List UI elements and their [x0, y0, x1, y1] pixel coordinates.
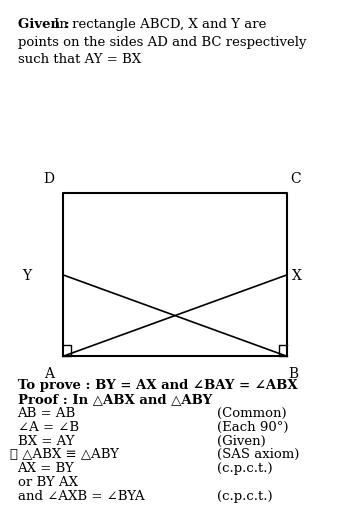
- Text: AX = BY: AX = BY: [18, 462, 74, 475]
- Text: C: C: [290, 172, 300, 186]
- Text: ∠A = ∠B: ∠A = ∠B: [18, 421, 79, 434]
- Text: (c.p.c.t.): (c.p.c.t.): [217, 490, 273, 503]
- Text: To prove : BY = AX and ∠BAY = ∠ABX: To prove : BY = AX and ∠BAY = ∠ABX: [18, 379, 297, 392]
- Text: (Given): (Given): [217, 435, 266, 448]
- Text: (c.p.c.t.): (c.p.c.t.): [217, 462, 273, 475]
- Text: Given :: Given :: [18, 18, 74, 31]
- Text: B: B: [289, 367, 299, 382]
- Text: (SAS axiom): (SAS axiom): [217, 448, 299, 462]
- Text: BX = AY: BX = AY: [18, 435, 74, 448]
- Text: D: D: [43, 172, 54, 186]
- Text: (Each 90°): (Each 90°): [217, 421, 288, 434]
- Text: A: A: [44, 367, 54, 382]
- Text: AB = AB: AB = AB: [18, 407, 76, 420]
- Text: or BY AX: or BY AX: [18, 476, 77, 489]
- Text: X: X: [292, 269, 302, 283]
- Text: ∴ △ABX ≡ △ABY: ∴ △ABX ≡ △ABY: [10, 448, 119, 462]
- Text: and ∠AXB = ∠BYA: and ∠AXB = ∠BYA: [18, 490, 144, 503]
- Text: In rectangle ABCD, X and Y are: In rectangle ABCD, X and Y are: [54, 18, 267, 31]
- Text: points on the sides AD and BC respectively: points on the sides AD and BC respective…: [18, 36, 306, 49]
- Text: such that AY = BX: such that AY = BX: [18, 53, 141, 67]
- Text: Proof : In △ABX and △ABY: Proof : In △ABX and △ABY: [18, 393, 212, 406]
- Text: (Common): (Common): [217, 407, 287, 420]
- Text: Y: Y: [22, 269, 32, 283]
